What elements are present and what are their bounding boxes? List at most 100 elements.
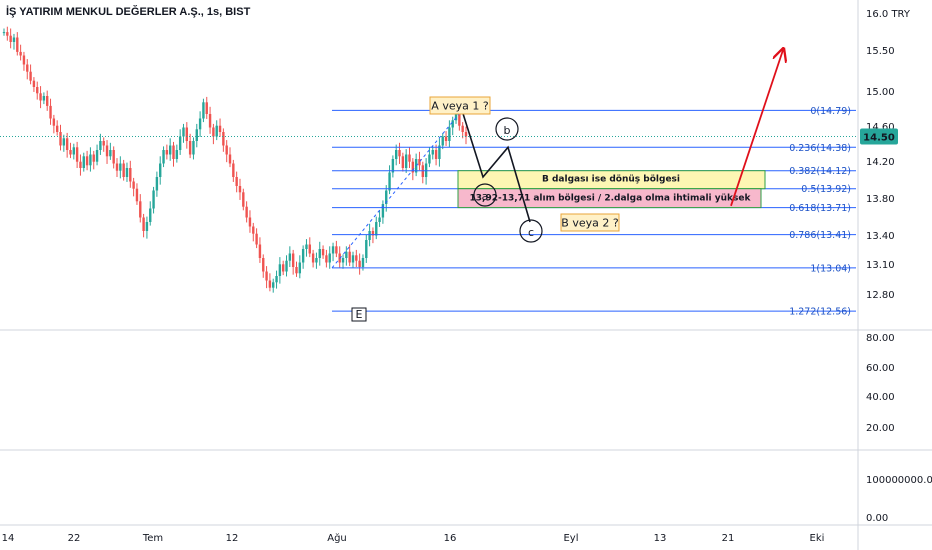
time-tick-label: 21 <box>722 533 735 544</box>
candle <box>358 253 361 275</box>
time-tick-label: Tem <box>142 533 163 544</box>
candle <box>278 257 282 284</box>
candle-body <box>69 150 72 155</box>
zone-yellow-label: B dalgası ise dönüş bölgesi <box>542 175 680 185</box>
label-b-veya-2: B veya 2 ? <box>560 213 620 232</box>
candle <box>308 237 311 258</box>
candle-body <box>361 258 365 267</box>
annotations-layer: A veya 1 ? B veya 2 ? b a c E <box>351 50 783 322</box>
candle-body <box>258 244 262 258</box>
label-a-veya-1: A veya 1 ? <box>429 96 491 115</box>
candle-body <box>165 150 169 155</box>
candle-body <box>265 271 268 281</box>
candle <box>52 114 56 134</box>
candle-body <box>444 136 448 141</box>
candle-body <box>159 163 162 177</box>
label-a-veya-1-bg <box>429 96 491 115</box>
candle <box>268 273 272 292</box>
time-tick-label: 14 <box>2 533 15 544</box>
candle <box>418 151 421 171</box>
candle <box>195 123 198 148</box>
candle <box>331 242 335 262</box>
candle <box>388 165 391 195</box>
candle-body <box>248 217 252 227</box>
candle-body <box>205 102 208 114</box>
candle <box>188 133 192 159</box>
price-tick-label: 15.00 <box>866 87 895 98</box>
candle <box>145 216 149 239</box>
zone-pink <box>457 188 762 209</box>
candle-body <box>298 262 302 274</box>
candle-body <box>29 71 32 81</box>
candle-body <box>12 37 16 42</box>
candle-body <box>431 150 434 155</box>
candle-body <box>401 156 405 168</box>
candle <box>305 239 308 257</box>
candle <box>218 118 222 137</box>
event-marker-box <box>351 307 367 322</box>
candle-body <box>178 136 182 150</box>
fib-level-label: 0.236(14.38) <box>789 143 851 154</box>
candle-body <box>408 154 411 162</box>
candle <box>411 158 415 181</box>
last-price-tag <box>860 128 898 145</box>
fib-level-label: 1(13.04) <box>810 263 851 274</box>
candle-body <box>434 150 438 159</box>
candle-body <box>122 163 125 177</box>
candle-body <box>381 204 385 218</box>
volume-tick-label: 0.00 <box>866 513 888 524</box>
candle-body <box>454 110 458 121</box>
candle-body <box>115 163 119 171</box>
candle-body <box>155 177 159 191</box>
candle-body <box>85 156 89 166</box>
candle-body <box>92 154 95 162</box>
candle <box>99 133 102 155</box>
candle-body <box>72 147 75 155</box>
candle-body <box>55 125 59 132</box>
candle <box>431 146 434 160</box>
candle <box>139 194 142 223</box>
candle-body <box>371 231 375 236</box>
candle <box>245 201 248 223</box>
candle <box>291 249 295 275</box>
candle-body <box>288 253 292 261</box>
candle <box>72 143 75 160</box>
candle <box>262 254 265 278</box>
candle-body <box>175 150 179 159</box>
candle <box>295 261 298 277</box>
candle <box>215 120 218 141</box>
candle <box>255 228 258 249</box>
candle <box>401 152 405 172</box>
candle <box>95 144 99 166</box>
candle <box>441 132 444 150</box>
candle <box>424 158 428 185</box>
candle <box>26 59 29 80</box>
candle-body <box>22 55 26 65</box>
candle-body <box>218 125 222 132</box>
time-tick-label: 16 <box>444 533 457 544</box>
wave-circle-b: b <box>495 117 519 141</box>
candle <box>378 210 381 227</box>
candle-body <box>348 251 351 263</box>
candle <box>142 213 145 238</box>
time-tick-label: 13 <box>654 533 667 544</box>
candle-body <box>461 125 464 132</box>
candle <box>355 249 358 267</box>
price-tick-label: 13.40 <box>866 231 895 242</box>
candle <box>102 137 105 152</box>
wave-circle-c-text: c <box>528 226 534 239</box>
candle-body <box>448 127 451 141</box>
candle <box>275 270 278 289</box>
candle-body <box>321 249 325 256</box>
candle <box>198 111 202 137</box>
candle <box>172 141 175 167</box>
time-tick-label: 22 <box>68 533 81 544</box>
price-tick-label: 14.20 <box>866 157 895 168</box>
candle-body <box>375 222 378 236</box>
candle <box>451 116 454 136</box>
candle-body <box>438 145 441 159</box>
candle <box>301 245 305 269</box>
candle-body <box>341 258 345 263</box>
candle-body <box>268 280 272 288</box>
